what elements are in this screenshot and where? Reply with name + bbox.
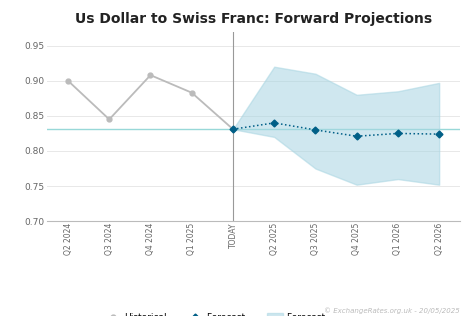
Legend: Historical..., Forecast ..., Forecast ...: Historical..., Forecast ..., Forecast ..… [101, 309, 340, 316]
Title: Us Dollar to Swiss Franc: Forward Projections: Us Dollar to Swiss Franc: Forward Projec… [75, 12, 432, 26]
Text: © ExchangeRates.org.uk - 20/05/2025: © ExchangeRates.org.uk - 20/05/2025 [324, 308, 460, 314]
